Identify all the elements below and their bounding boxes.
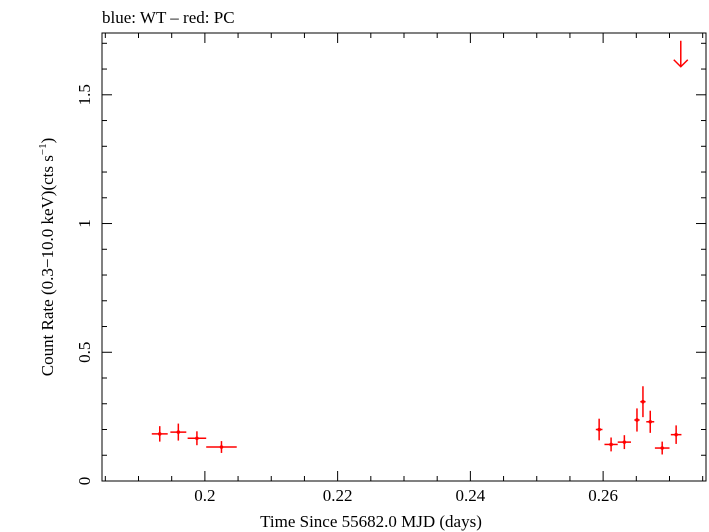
- data-marker: [635, 418, 639, 422]
- data-marker: [219, 445, 224, 449]
- data-point: [170, 423, 187, 441]
- y-tick-label: 1.5: [75, 84, 94, 105]
- data-marker: [195, 436, 199, 441]
- y-axis-label: Count Rate (0.3−10.0 keV)(cts s−1): [37, 138, 57, 377]
- data-series-pc: [151, 40, 689, 455]
- data-point: [634, 408, 640, 432]
- data-point: [654, 441, 670, 455]
- data-marker: [674, 432, 678, 437]
- x-axis: 0.2 0.22 0.24 0.26: [104, 33, 704, 505]
- x-tick-label: 0.24: [455, 486, 485, 505]
- data-marker: [157, 432, 162, 436]
- data-point: [187, 431, 207, 446]
- y-axis-label-main: Count Rate (0.3−10.0 keV)(cts s: [38, 155, 57, 376]
- upper-limit-arrow: [673, 40, 689, 68]
- x-tick-label: 0.2: [194, 486, 215, 505]
- data-point: [640, 386, 646, 418]
- y-axis: 0 0.5 1 1.5: [75, 42, 706, 486]
- data-point: [604, 437, 618, 452]
- x-axis-label: Time Since 55682.0 MJD (days): [260, 512, 482, 531]
- upper-limit-head: [673, 59, 689, 68]
- data-point: [206, 441, 237, 453]
- y-tick-label: 0.5: [75, 342, 94, 363]
- plot-frame: [101, 32, 707, 482]
- chart-title: blue: WT – red: PC: [102, 8, 235, 27]
- data-point: [646, 410, 655, 433]
- data-marker: [641, 399, 645, 404]
- data-marker: [609, 442, 613, 447]
- data-marker: [176, 430, 181, 434]
- data-point: [670, 425, 682, 444]
- data-point: [595, 418, 603, 441]
- data-point: [151, 426, 168, 442]
- data-marker: [597, 427, 601, 432]
- y-tick-label: 0: [75, 477, 94, 486]
- y-tick-label: 1: [75, 219, 94, 228]
- data-marker: [648, 419, 653, 424]
- data-point: [617, 435, 631, 450]
- data-marker: [660, 446, 664, 450]
- y-axis-label-superscript: −1: [37, 143, 49, 155]
- y-axis-label-end: ): [38, 138, 57, 144]
- x-tick-label: 0.26: [588, 486, 618, 505]
- x-tick-label: 0.22: [323, 486, 353, 505]
- data-marker: [622, 440, 627, 444]
